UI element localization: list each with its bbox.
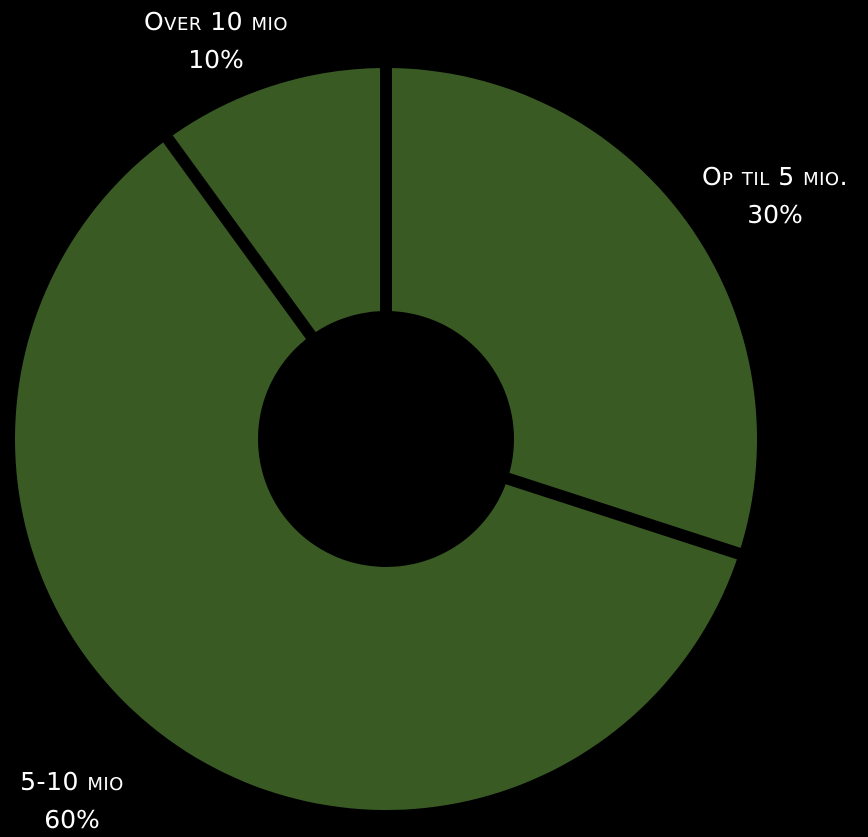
donut-hole xyxy=(258,311,514,567)
slice-value-2: 60% xyxy=(44,805,100,834)
slice-label-group-3: Over 10 mio 10% xyxy=(144,7,288,74)
slice-label-group-1: Op til 5 mio. 30% xyxy=(702,162,848,229)
slice-label-group-2: 5-10 mio 60% xyxy=(20,767,124,834)
slice-label-3: Over 10 mio xyxy=(144,7,288,36)
slice-label-1: Op til 5 mio. xyxy=(702,162,848,191)
slice-label-2: 5-10 mio xyxy=(20,767,124,796)
slice-value-1: 30% xyxy=(747,200,803,229)
slice-value-3: 10% xyxy=(188,45,244,74)
slice-labels: Op til 5 mio. 30% 5-10 mio 60% Over 10 mio 10… xyxy=(20,7,848,834)
